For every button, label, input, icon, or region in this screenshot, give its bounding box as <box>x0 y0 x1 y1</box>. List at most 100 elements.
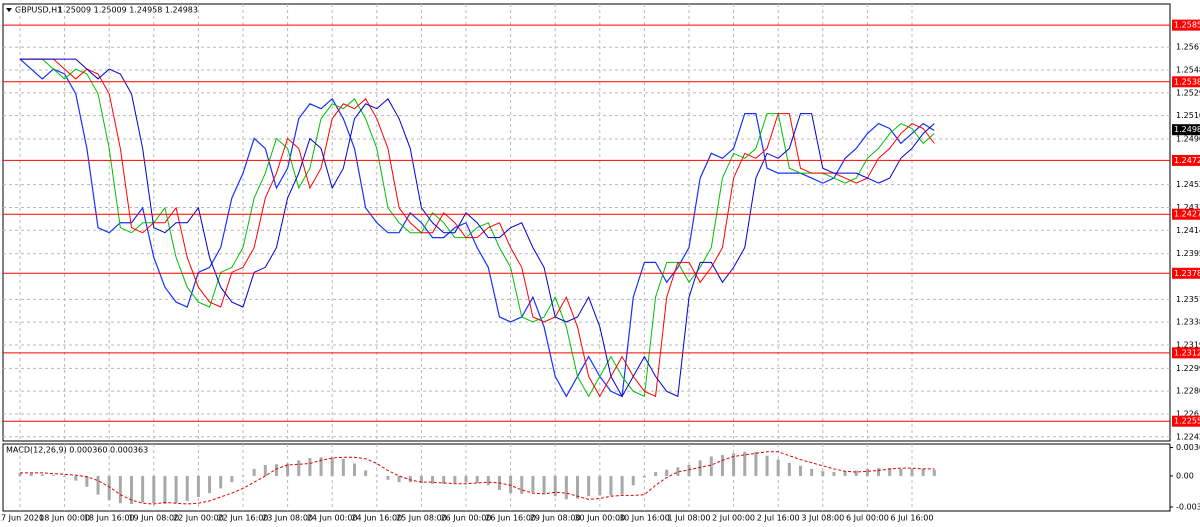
histogram-bar <box>564 475 568 500</box>
histogram-bar <box>29 473 33 476</box>
current-price-box <box>1172 124 1200 136</box>
histogram-bar <box>687 465 691 476</box>
histogram-bar <box>196 475 200 497</box>
x-tick-label: 6 Jul 00:00 <box>846 514 889 523</box>
histogram-bar <box>553 475 557 497</box>
level-label: 1.22555 <box>1174 417 1200 426</box>
x-tick-label: 17 Jun 2020 <box>0 514 44 523</box>
histogram-bar <box>118 475 122 504</box>
y-tick-label: 0.00 <box>1176 471 1194 480</box>
histogram-bar <box>865 468 869 476</box>
histogram-bar <box>375 475 379 477</box>
histogram-bar <box>910 468 914 476</box>
x-tick-label: 1 Jul 08:00 <box>668 514 711 523</box>
histogram-bar <box>130 475 133 504</box>
y-tick-label: 1.25100 <box>1176 111 1200 120</box>
histogram-bar <box>330 457 334 476</box>
histogram-bar <box>720 454 724 476</box>
histogram-bar <box>787 462 791 476</box>
histogram-bar <box>598 475 602 496</box>
x-tick-label: 24 Jun 00:00 <box>307 514 358 523</box>
histogram-bar <box>364 470 368 476</box>
histogram-bar <box>520 475 524 494</box>
histogram-bar <box>408 475 412 483</box>
histogram-bar <box>419 475 423 483</box>
histogram-bar <box>843 471 847 476</box>
level-label-box <box>1172 347 1200 359</box>
y-tick-label: 1.25290 <box>1176 88 1200 97</box>
histogram-bar <box>486 475 490 486</box>
x-tick-label: 3 Jul 08:00 <box>801 514 844 523</box>
y-tick-label: 1.23950 <box>1176 249 1200 258</box>
histogram-bar <box>18 472 22 476</box>
histogram-bar <box>174 475 178 504</box>
histogram-bar <box>620 475 624 495</box>
histogram-bar <box>51 475 55 476</box>
main-pane <box>2 3 1171 442</box>
histogram-bar <box>208 475 212 494</box>
histogram-bar <box>698 460 702 476</box>
histogram-bar <box>319 457 323 476</box>
macd-title: MACD(12,26,9) 0.000360 0.000363 <box>6 446 148 455</box>
ohlc-values: 1.25009 1.25009 1.24958 1.24983 <box>58 6 198 15</box>
histogram-bar <box>642 475 646 478</box>
x-tick-label: 6 Jul 16:00 <box>891 514 934 523</box>
histogram-bar <box>74 475 78 481</box>
histogram-bar <box>219 475 223 489</box>
histogram-bar <box>542 475 546 494</box>
y-tick-label: 1.24905 <box>1176 135 1200 144</box>
y-tick-label: 1.22995 <box>1176 364 1200 373</box>
histogram-bar <box>888 468 892 476</box>
histogram-bar <box>263 465 267 476</box>
level-label: 1.24727 <box>1174 156 1200 165</box>
histogram-bar <box>754 451 758 476</box>
histogram-bar <box>732 453 736 476</box>
level-label-box <box>1172 76 1200 88</box>
level-label-box <box>1172 208 1200 220</box>
x-tick-label: 22 Jun 16:00 <box>218 514 269 523</box>
x-tick-label: 2 Jul 16:00 <box>757 514 800 523</box>
histogram-bar <box>252 468 256 476</box>
histogram-bar <box>152 475 156 504</box>
histogram-bar <box>40 474 44 476</box>
menu-arrow[interactable] <box>6 8 12 12</box>
y-tick-label: -0.00398 <box>1176 502 1200 511</box>
current-price-label: 1.24983 <box>1174 125 1200 134</box>
y-tick-label: 1.24525 <box>1176 180 1200 189</box>
histogram-bar <box>765 455 769 476</box>
x-tick-label: 29 Jun 08:00 <box>530 514 581 523</box>
y-tick-label: 1.23380 <box>1176 318 1200 327</box>
x-tick-label: 24 Jun 16:00 <box>351 514 402 523</box>
histogram-bar <box>587 475 591 497</box>
histogram-bar <box>654 472 658 476</box>
histogram-bar <box>297 460 301 476</box>
x-tick-label: 30 Jun 16:00 <box>619 514 670 523</box>
histogram-bar <box>241 475 245 477</box>
macd-pane <box>2 443 1171 512</box>
histogram-bar <box>274 464 278 476</box>
y-tick-label: 1.22425 <box>1176 432 1200 441</box>
level-label: 1.24279 <box>1174 210 1200 219</box>
level-label-box <box>1172 415 1200 427</box>
histogram-bar <box>854 470 858 476</box>
histogram-bar <box>576 475 579 499</box>
level-label-box <box>1172 154 1200 166</box>
histogram-bar <box>230 475 234 483</box>
level-label: 1.25382 <box>1174 77 1200 86</box>
histogram-bar <box>609 475 613 496</box>
y-tick-label: 1.24145 <box>1176 226 1200 235</box>
y-tick-label: 1.23570 <box>1176 295 1200 304</box>
histogram-bar <box>63 475 67 477</box>
histogram-bar <box>397 475 401 483</box>
histogram-bar <box>442 475 446 484</box>
x-tick-label: 18 Jun 16:00 <box>84 514 135 523</box>
histogram-bar <box>107 475 111 501</box>
x-tick-label: 2 Jul 00:00 <box>712 514 755 523</box>
x-tick-label: 26 Jun 00:00 <box>441 514 492 523</box>
histogram-bar <box>163 475 167 504</box>
x-tick-label: 26 Jun 16:00 <box>485 514 536 523</box>
x-tick-label: 18 Jun 00:00 <box>39 514 90 523</box>
histogram-bar <box>96 475 100 495</box>
histogram-bar <box>932 469 936 476</box>
histogram-bar <box>776 459 780 476</box>
